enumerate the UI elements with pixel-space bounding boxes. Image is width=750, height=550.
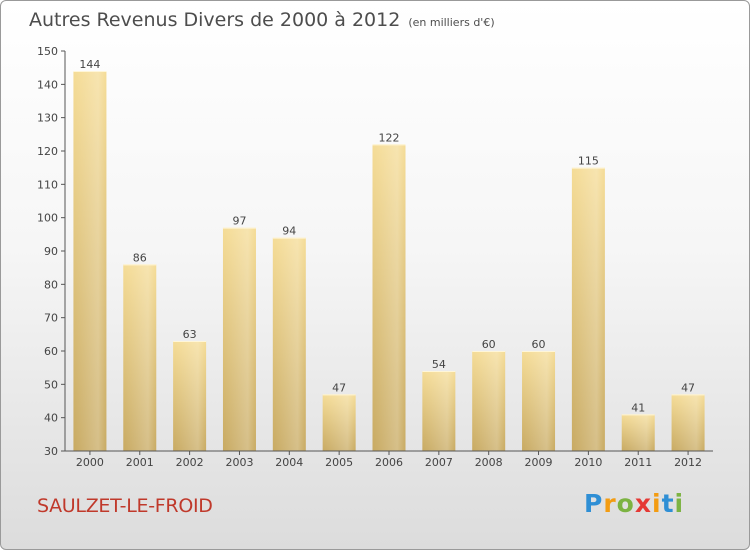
bar-value-label: 54 <box>432 358 446 371</box>
bar-highlight <box>571 167 605 451</box>
bar-highlight <box>472 351 506 451</box>
x-tick-label: 2009 <box>525 456 553 469</box>
y-tick-label: 120 <box>37 145 58 158</box>
bar-value-label: 60 <box>482 338 496 351</box>
bar-highlight <box>73 71 107 451</box>
bar-value-label: 97 <box>232 215 246 228</box>
y-tick-label: 130 <box>37 112 58 125</box>
axes: 30 40 50 60 70 80 90 100 110 120 130 140 150 2000 2001… <box>37 45 713 469</box>
x-tick-label: 2004 <box>275 456 303 469</box>
x-tick-label: 2001 <box>126 456 154 469</box>
bar-value-label: 47 <box>681 381 695 394</box>
bar-highlight <box>123 264 157 451</box>
x-tick-label: 2011 <box>624 456 652 469</box>
chart-title-block: Autres Revenus Divers de 2000 à 2012 (en … <box>29 9 495 31</box>
bar-value-label: 115 <box>578 155 599 168</box>
x-tick-label: 2008 <box>475 456 503 469</box>
y-tick-label: 70 <box>44 312 58 325</box>
bar-highlight <box>173 341 207 451</box>
y-tick-label: 50 <box>44 378 58 391</box>
y-tick-label: 150 <box>37 45 58 58</box>
chart-title: Autres Revenus Divers de 2000 à 2012 <box>29 9 401 31</box>
proxiti-logo[interactable]: Proxiti <box>584 489 684 518</box>
logo-letter: i <box>652 489 662 518</box>
chart-subtitle: (en milliers d'€) <box>408 16 495 29</box>
x-tick-label: 2012 <box>674 456 702 469</box>
bar-value-label: 122 <box>379 131 400 144</box>
bar-value-label: 63 <box>183 328 197 341</box>
bar-value-label: 144 <box>79 58 100 71</box>
logo-letter: i <box>674 489 685 518</box>
bar-highlight <box>671 394 705 451</box>
y-tick-label: 30 <box>44 445 58 458</box>
bar-highlight <box>272 237 306 451</box>
bar-highlight <box>322 394 356 451</box>
bar-value-label: 47 <box>332 381 346 394</box>
y-tick-label: 90 <box>44 245 58 258</box>
x-tick-label: 2005 <box>325 456 353 469</box>
bar-value-label: 41 <box>631 401 645 414</box>
y-tick-label: 80 <box>44 278 58 291</box>
bar-highlight <box>372 144 406 452</box>
bar-highlight <box>422 371 456 451</box>
commune-name: SAULZET-LE-FROID <box>37 495 213 517</box>
y-tick-label: 40 <box>44 412 58 425</box>
bar-value-label: 94 <box>282 225 296 238</box>
logo-letter: r <box>603 489 617 518</box>
bar-highlight <box>522 351 556 451</box>
y-tick-label: 110 <box>37 178 58 191</box>
x-tick-label: 2000 <box>76 456 104 469</box>
x-tick-label: 2007 <box>425 456 453 469</box>
bar-value-label: 60 <box>532 338 546 351</box>
y-tick-label: 140 <box>37 78 58 91</box>
y-tick-label: 100 <box>37 212 58 225</box>
bar-value-label: 86 <box>133 251 147 264</box>
bar-highlight <box>222 227 256 451</box>
logo-letter: x <box>634 489 652 518</box>
x-tick-label: 2003 <box>225 456 253 469</box>
logo-letter: o <box>616 489 635 518</box>
bars-layer: 144 86 63 97 94 47 122 54 60 60 115 41 47 <box>73 58 705 452</box>
y-tick-label: 60 <box>44 345 58 358</box>
x-tick-label: 2006 <box>375 456 403 469</box>
logo-letter: t <box>661 489 675 518</box>
logo-letter: P <box>584 489 604 518</box>
bar-highlight <box>621 414 655 451</box>
x-tick-label: 2010 <box>574 456 602 469</box>
x-tick-label: 2002 <box>176 456 204 469</box>
